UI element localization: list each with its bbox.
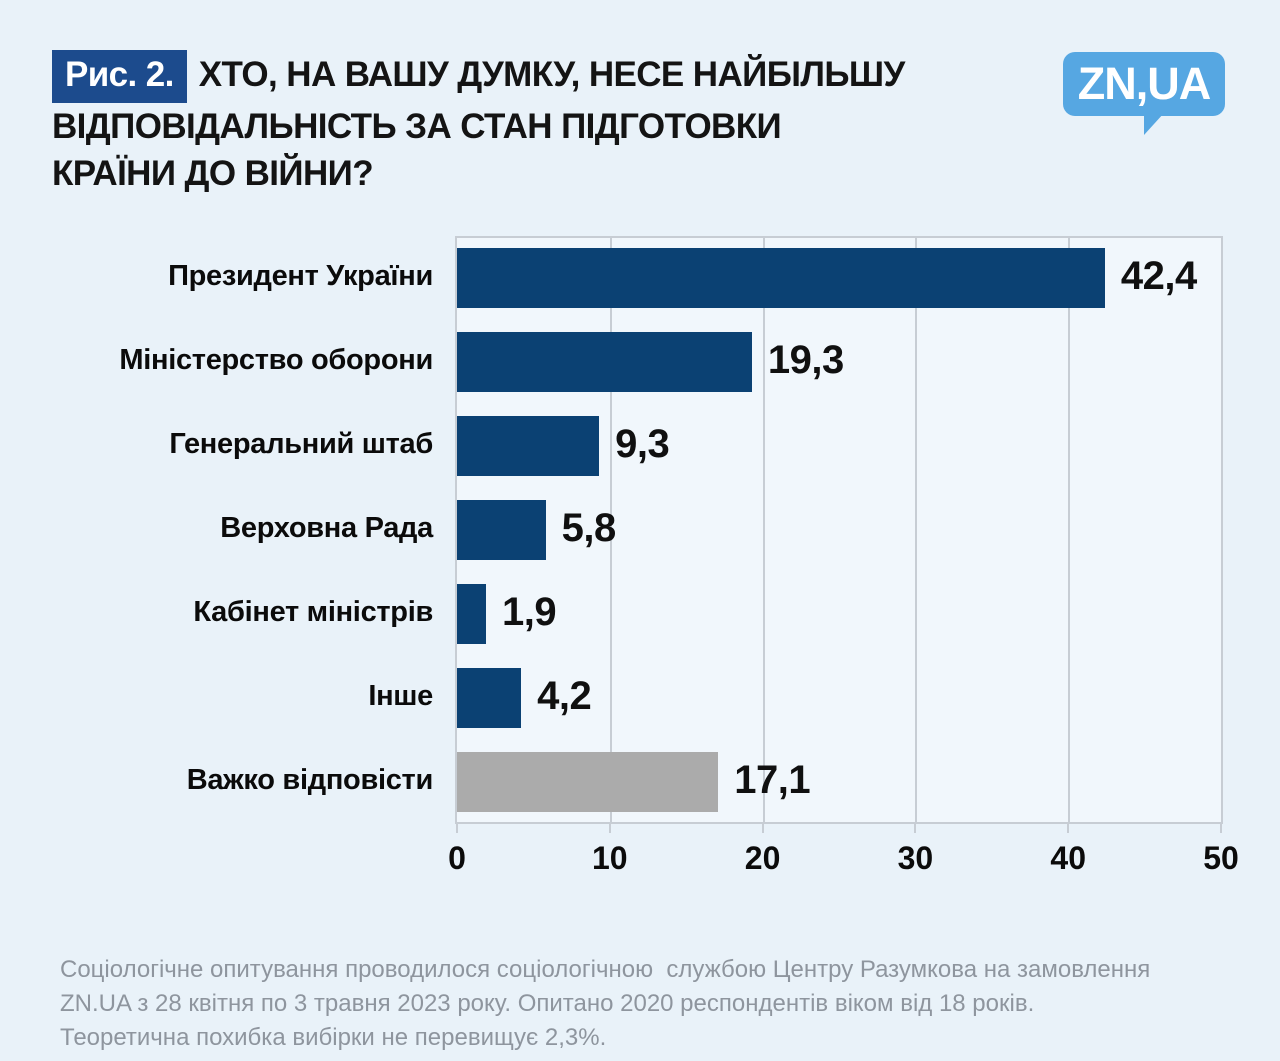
category-label: Міністерство оборони [119,343,433,376]
axis-tick [761,824,764,833]
x-tick-label: 50 [1203,840,1239,876]
value-label: 1,9 [502,589,557,634]
value-label: 9,3 [615,421,670,466]
logo-speech-tail-icon [1144,113,1164,135]
axis-tick [608,824,611,833]
gridline [609,238,612,822]
value-label: 42,4 [1120,253,1197,298]
gridline [915,238,918,822]
bar [457,584,487,644]
category-label: Кабінет міністрів [193,595,433,628]
axis-tick [456,824,458,833]
figure-badge: Рис. 2. [52,50,187,103]
gridline [1068,238,1071,822]
category-label: Важко відповісти [186,763,434,796]
source-note: Соціологічне опитування проводилося соці… [60,953,1225,1055]
value-label: 5,8 [561,505,617,550]
source-note-line-2: ZN.UA з 28 квітня по 3 травня 2023 року.… [60,990,1035,1017]
bar [457,752,719,812]
bar [457,500,546,560]
header: Рис. 2. ХТО, НА ВАШУ ДУМКУ, НЕСЕ НАЙБІЛЬШ… [0,0,1280,197]
bar [457,332,752,392]
x-tick-label: 30 [897,840,934,876]
chart-title-line-3: КРАЇНИ ДО ВІЙНИ? [52,154,374,193]
chart-title-line-2: ВІДПОВІДАЛЬНІСТЬ ЗА СТАН ПІДГОТОВКИ [52,107,782,146]
plot-area [455,236,1223,824]
x-tick-label: 40 [1050,840,1086,876]
x-tick-label: 10 [592,840,628,876]
value-label: 19,3 [767,337,844,382]
bar-chart: 0 10 20 30 40 50 Президент України 42,4 Міністер… [55,236,1239,891]
znua-logo: ZN,UA [1063,52,1225,135]
axis-tick [1220,824,1222,833]
source-note-line-3: Теоретична похибка вибірки не перевищує … [60,1024,607,1051]
axis-tick [914,824,917,833]
category-label: Президент України [168,259,433,292]
axis-tick [1067,824,1070,833]
source-note-line-1: Соціологічне опитування проводилося соці… [60,956,1151,983]
bar [457,248,1105,308]
category-label: Верховна Рада [220,511,433,544]
category-label: Генеральний штаб [169,427,433,460]
x-tick-label: 0 [448,840,466,876]
bar [457,668,522,728]
znua-logo-text: ZN,UA [1077,58,1211,109]
category-label: Інше [368,679,433,712]
gridline [762,238,765,822]
x-tick-label: 20 [744,840,781,876]
chart-title-line-1: Рис. 2. ХТО, НА ВАШУ ДУМКУ, НЕСЕ НАЙБІЛЬШ… [52,50,1225,103]
value-label: 4,2 [537,673,592,718]
bar [457,416,600,476]
title-text-1: ХТО, НА ВАШУ ДУМКУ, НЕСЕ НАЙБІЛЬШУ [198,55,905,94]
value-label: 17,1 [734,757,811,802]
